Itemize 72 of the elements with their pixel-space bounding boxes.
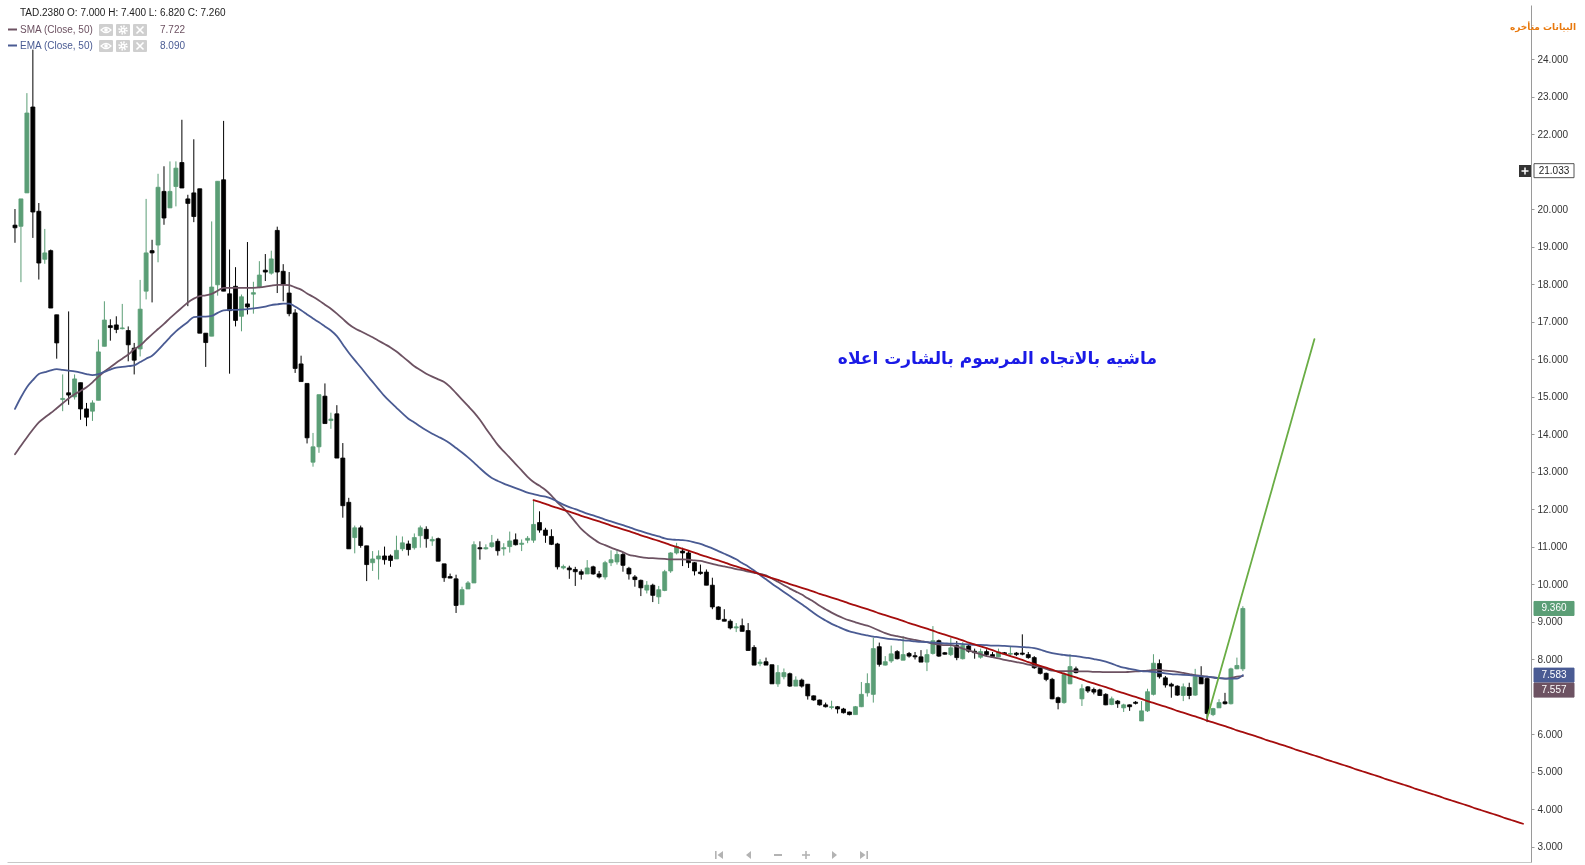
candlestick [757, 658, 763, 667]
y-tick-label: 6.000 [1537, 728, 1563, 740]
candlestick [626, 566, 632, 581]
candlestick [66, 310, 72, 406]
y-tick-label: 10.000 [1537, 578, 1569, 590]
candlestick [149, 239, 155, 303]
candlestick [90, 399, 95, 422]
y-tick-label: 12.000 [1537, 503, 1569, 515]
candlestick [352, 525, 358, 554]
candlestick [632, 574, 638, 588]
candlestick [423, 525, 429, 549]
candlestick [1192, 668, 1198, 697]
candlestick [650, 583, 656, 603]
annotation: البيانات متأخره [1509, 21, 1577, 33]
candlestick [1222, 692, 1228, 705]
annotation: 9.360 [1541, 602, 1567, 614]
candlestick [417, 525, 423, 549]
candlestick [72, 373, 77, 401]
y-tick-label: 24.000 [1537, 53, 1569, 65]
candlestick [924, 648, 930, 672]
text: 7.557 [1541, 684, 1567, 696]
candlestick [173, 160, 179, 207]
annotation: 8.090 [160, 39, 186, 51]
line-series [1206, 338, 1316, 719]
candlestick [42, 228, 48, 265]
candlestick [876, 642, 882, 668]
annotation: ماشيه بالاتجاه المرسوم بالشارت اعلاه [837, 348, 1157, 369]
candlestick [477, 540, 483, 561]
y-tick-label: 3.000 [1537, 841, 1563, 853]
candlestick [507, 531, 513, 554]
legend-label: EMA (Close, 50) [20, 39, 93, 51]
candlestick [268, 250, 274, 276]
y-tick-label: 5.000 [1537, 766, 1563, 778]
y-tick-label: 16.000 [1537, 353, 1569, 365]
candlestick [483, 543, 489, 551]
candlestick [501, 542, 507, 557]
y-tick-label: 23.000 [1537, 91, 1569, 103]
y-tick-label: 14.000 [1537, 428, 1569, 440]
candlestick [620, 551, 626, 573]
candlestick [239, 294, 244, 332]
line-series [532, 499, 1524, 825]
candlestick [900, 635, 906, 661]
candlestick [262, 253, 268, 282]
y-tick-label: 18.000 [1537, 278, 1569, 290]
candlestick [131, 342, 137, 375]
y-tick-label: 8.000 [1537, 653, 1563, 665]
chart-title: TAD.2380 O: 7.000 H: 7.400 L: 6.820 C: 7.260 [20, 7, 226, 18]
annotation: 21.033 [1538, 164, 1570, 176]
y-tick-label: 4.000 [1537, 803, 1563, 815]
annotation: 7.722 [160, 23, 186, 35]
candlestick [394, 535, 399, 560]
y-tick-label: 11.000 [1537, 541, 1568, 553]
y-tick-label: 19.000 [1537, 241, 1569, 253]
candlestick [1079, 683, 1085, 707]
annotation: 7.583 [1541, 669, 1567, 681]
candlestick [245, 241, 250, 315]
candlestick [119, 303, 125, 330]
y-tick-label: 13.000 [1537, 466, 1569, 478]
legend-label: SMA (Close, 50) [20, 23, 93, 35]
candlestick [12, 208, 18, 244]
y-tick-label: 22.000 [1537, 128, 1569, 140]
candlestick [167, 160, 173, 209]
candlestick [256, 260, 262, 289]
y-tick-label: 15.000 [1537, 391, 1569, 403]
candlestick [125, 325, 131, 362]
candlestick [948, 637, 954, 657]
y-tick-label: 17.000 [1537, 316, 1569, 328]
candlestick [328, 412, 334, 430]
y-tick-label: 20.000 [1537, 203, 1569, 215]
candlestick [251, 281, 256, 315]
candlestick [60, 373, 66, 412]
y-tick-label: 9.000 [1537, 616, 1563, 628]
